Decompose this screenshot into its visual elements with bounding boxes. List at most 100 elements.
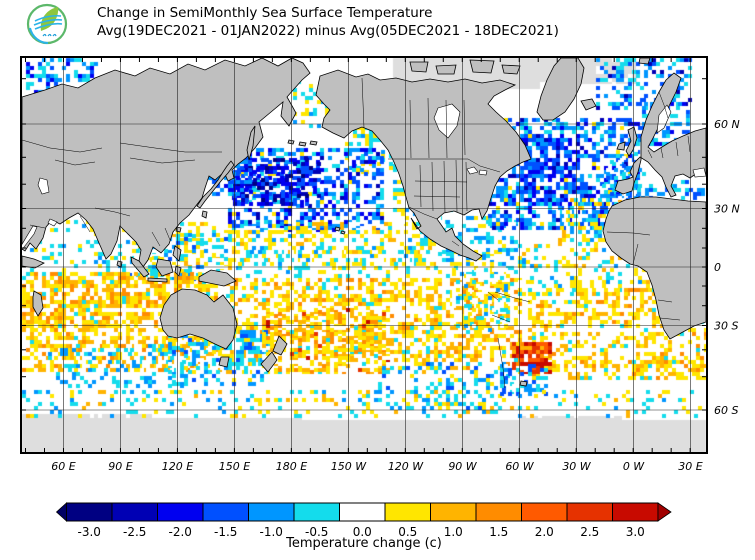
water-body xyxy=(47,218,58,227)
landmass xyxy=(287,139,295,145)
country-border xyxy=(29,224,46,229)
landmass xyxy=(435,64,457,75)
landmass xyxy=(174,265,182,277)
colorbar-segment xyxy=(430,502,477,522)
landmass xyxy=(638,57,651,65)
colorbar-value: 2.5 xyxy=(580,525,599,539)
landmass xyxy=(309,140,318,146)
colorbar-segment xyxy=(339,502,386,522)
colorbar-segment xyxy=(66,502,113,522)
water-body xyxy=(466,166,479,175)
country-border xyxy=(427,97,430,159)
country-border xyxy=(491,314,511,323)
country-border xyxy=(79,215,91,233)
colorbar-right-arrow xyxy=(657,502,672,522)
country-border xyxy=(659,317,681,321)
landmass xyxy=(218,356,230,368)
lat-label: 30 S xyxy=(714,320,738,333)
colorbar-segment xyxy=(248,502,295,522)
landmass xyxy=(32,290,44,317)
landmass xyxy=(334,226,341,232)
lat-label: 0 xyxy=(714,261,721,274)
colorbar: -3.0 -2.5 -2.0 -1.5 -1.0 -0.5 0.0 0.5 1.0 1.5 2.0 2… xyxy=(55,502,672,539)
country-border xyxy=(414,180,468,183)
country-border xyxy=(54,159,96,166)
lon-label: 120 W xyxy=(388,460,424,473)
landmass xyxy=(155,258,174,277)
lon-label: 150 W xyxy=(331,460,367,473)
water-body xyxy=(656,104,672,134)
lon-label: 120 E xyxy=(162,460,193,473)
landmass xyxy=(315,69,532,262)
colorbar-value: -2.5 xyxy=(123,525,146,539)
country-border xyxy=(487,291,499,301)
water-body xyxy=(478,169,488,176)
country-border xyxy=(431,161,434,212)
lon-label: 90 E xyxy=(108,460,132,473)
country-border xyxy=(21,139,103,153)
landmass xyxy=(272,335,288,356)
country-border xyxy=(675,141,679,157)
colorbar-value: -3.0 xyxy=(78,525,101,539)
colorbar-segment xyxy=(612,502,659,522)
colorbar-segment xyxy=(157,502,204,522)
country-border xyxy=(463,99,466,156)
colorbar-value: 1.0 xyxy=(444,525,463,539)
landmass xyxy=(116,260,123,268)
landmass xyxy=(198,269,237,287)
colorbar-value: 3.0 xyxy=(626,525,645,539)
country-border xyxy=(94,207,131,217)
colorbar-value: -0.5 xyxy=(305,525,328,539)
landmass xyxy=(616,141,626,151)
lon-label: 60 E xyxy=(51,460,75,473)
lon-label: 60 W xyxy=(505,460,534,473)
country-border xyxy=(647,149,653,159)
country-border xyxy=(455,159,458,213)
colorbar-segment xyxy=(521,502,568,522)
landmass xyxy=(201,210,208,219)
lat-label: 30 N xyxy=(714,203,740,216)
title-line-1: Change in SemiMonthly Sea Surface Temper… xyxy=(97,5,433,21)
colorbar-segment xyxy=(475,502,522,522)
landmass xyxy=(21,255,45,269)
landmass xyxy=(501,64,521,75)
country-border xyxy=(409,99,412,159)
lon-label: 30 E xyxy=(678,460,702,473)
logo-wave-icon xyxy=(34,14,62,22)
lat-label: 60 S xyxy=(714,404,738,417)
title-line-2: Avg(19DEC2021 - 01JAN2022) minus Avg(05D… xyxy=(97,23,559,39)
country-border xyxy=(451,240,460,247)
landmass xyxy=(614,72,707,198)
country-border xyxy=(445,99,448,159)
country-border xyxy=(657,299,673,303)
country-border xyxy=(408,206,438,220)
landmass xyxy=(409,61,429,73)
water-body xyxy=(692,167,707,178)
country-border xyxy=(164,227,171,241)
country-border xyxy=(419,164,422,208)
colorbar-segment xyxy=(202,502,249,522)
hii-logo xyxy=(26,3,68,45)
logo-wave-icon xyxy=(33,18,63,26)
landmass xyxy=(147,277,168,283)
landmass xyxy=(246,125,256,161)
colorbar-left-arrow xyxy=(55,502,67,522)
landmass xyxy=(602,196,707,340)
colorbar-value: -1.0 xyxy=(260,525,283,539)
country-border xyxy=(388,158,501,173)
colorbar-segment xyxy=(384,502,431,522)
country-border xyxy=(660,147,664,159)
country-border xyxy=(606,231,651,236)
logo-wave-icon xyxy=(34,22,63,30)
landmass xyxy=(340,230,346,235)
landmass xyxy=(625,126,638,157)
colorbar-value: 1.5 xyxy=(489,525,508,539)
colorbar-value: -1.5 xyxy=(214,525,237,539)
lon-label: 90 W xyxy=(448,460,477,473)
lon-label: 30 W xyxy=(562,460,591,473)
country-border xyxy=(129,157,196,164)
colorbar-value: -2.0 xyxy=(169,525,192,539)
landmass xyxy=(172,245,182,262)
